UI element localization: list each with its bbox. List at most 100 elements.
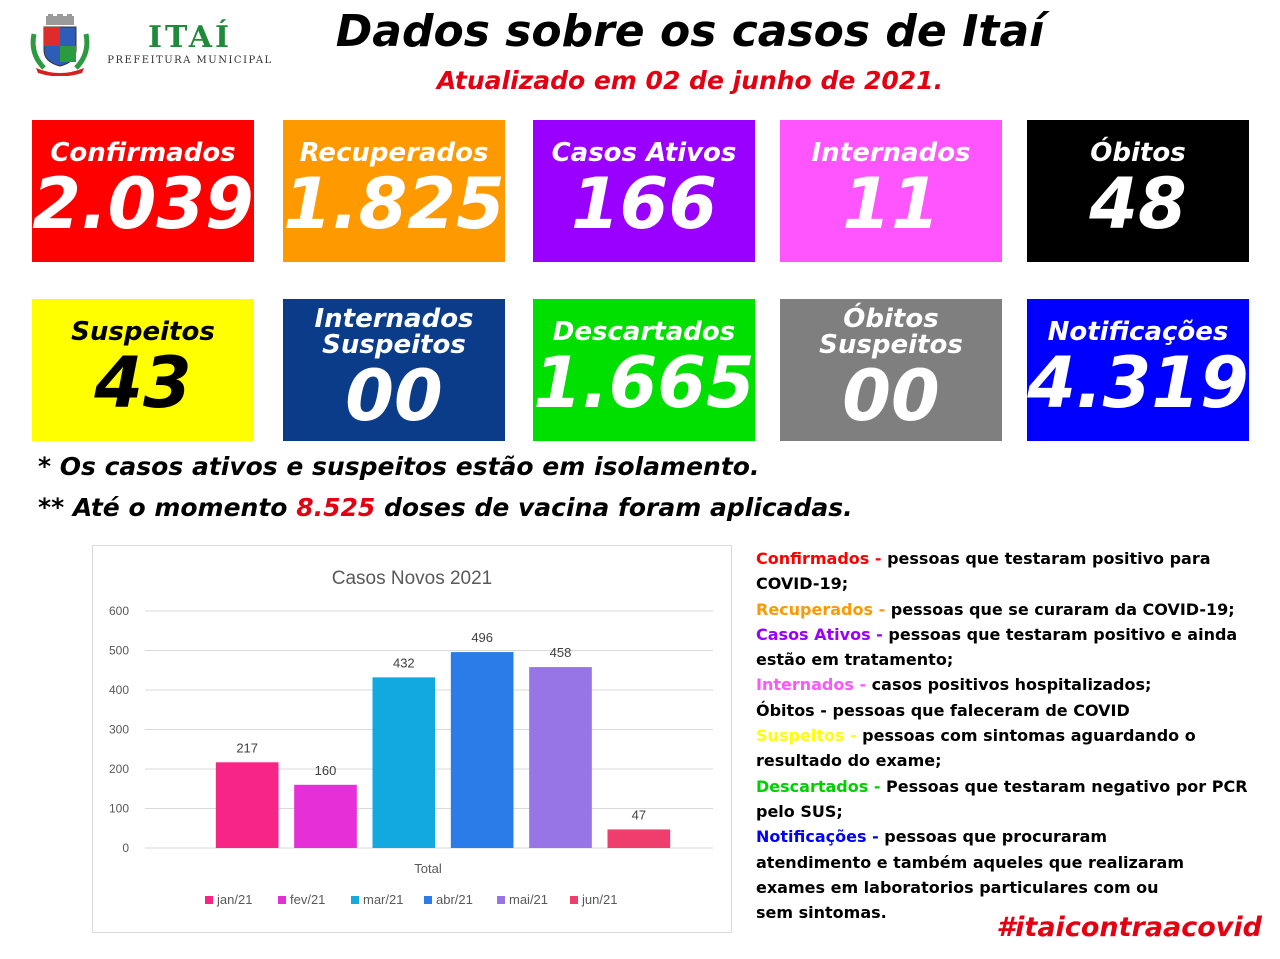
stat-card-9: Notificações 4.319 xyxy=(1027,299,1249,441)
bar-abr/21 xyxy=(450,652,514,848)
definition-text: sem sintomas. xyxy=(756,903,887,923)
definition-term: Suspeitos - xyxy=(756,726,863,746)
definition-text: pessoas que se curaram da COVID-19; xyxy=(890,599,1235,619)
y-tick-label: 200 xyxy=(109,762,129,776)
stat-card-value: 1.665 xyxy=(533,342,755,424)
definition-line: Internados - casos positivos hospitaliza… xyxy=(756,672,1268,697)
stat-card-0: Confirmados 2.039 xyxy=(32,120,254,262)
y-tick-label: 0 xyxy=(122,841,129,855)
definition-line: Casos Ativos - pessoas que testaram posi… xyxy=(756,622,1268,647)
definition-line: Notificações - pessoas que procuraram xyxy=(756,824,1268,849)
stat-card-label: Casos Ativos xyxy=(551,138,737,168)
stat-card-label: Internados xyxy=(811,138,971,168)
definition-line: pelo SUS; xyxy=(756,799,1268,824)
definition-line: resultado do exame; xyxy=(756,748,1268,773)
definition-text: pessoas que testaram positivo e ainda xyxy=(888,624,1238,644)
definition-line: estão em tratamento; xyxy=(756,647,1268,672)
y-tick-label: 400 xyxy=(109,683,129,697)
stat-card-label: Internados Suspeitos xyxy=(314,304,474,360)
definition-text: pessoas que procuraram xyxy=(884,827,1108,847)
stat-card-label: Recuperados xyxy=(299,138,489,168)
definition-term: Recuperados - xyxy=(756,599,891,619)
data-label: 160 xyxy=(315,763,337,778)
data-label: 217 xyxy=(236,740,258,755)
stat-card-6: Internados Suspeitos 00 xyxy=(283,299,505,441)
legend-swatch xyxy=(205,896,213,904)
stat-card-2: Casos Ativos 166 xyxy=(533,120,755,262)
stat-card-value: 2.039 xyxy=(32,163,254,245)
definitions-legend: Confirmados - pessoas que testaram posit… xyxy=(756,546,1268,925)
definition-term: Internados - xyxy=(756,675,872,695)
bar-fev/21 xyxy=(294,784,357,848)
new-cases-chart-svg: Casos Novos 2021 0 100 200 300 400 500 600 217 16… xyxy=(109,568,713,907)
vaccine-note: ** Até o momento 8.525 doses de vacina f… xyxy=(38,493,853,522)
chart-title: Casos Novos 2021 xyxy=(332,568,493,589)
bar-jun/21 xyxy=(607,829,671,848)
definition-term: Óbitos - xyxy=(756,700,833,720)
update-date: Atualizado em 02 de junho de 2021. xyxy=(436,66,944,95)
x-axis-label: Total xyxy=(414,861,442,876)
bar-jan/21 xyxy=(215,762,279,848)
brand-subtitle: PREFEITURA MUNICIPAL xyxy=(107,55,273,66)
definition-text: estão em tratamento; xyxy=(756,650,954,670)
definition-line: COVID-19; xyxy=(756,571,1268,596)
vaccine-doses-count: 8.525 xyxy=(296,493,376,522)
vaccine-note-prefix: ** Até o momento xyxy=(38,493,297,522)
stat-card-label: Notificações xyxy=(1047,317,1229,347)
stat-card-label: Suspeitos xyxy=(71,317,215,347)
definition-text: pessoas que faleceram de COVID xyxy=(832,700,1130,720)
stat-card-label: Óbitos Suspeitos xyxy=(819,304,963,360)
legend-swatch xyxy=(351,896,359,904)
stat-card-7: Descartados 1.665 xyxy=(533,299,755,441)
definition-term: Casos Ativos - xyxy=(756,624,889,644)
definition-line: Recuperados - pessoas que se curaram da … xyxy=(756,597,1268,622)
stat-card-value: 00 xyxy=(842,355,940,437)
stat-card-label: Óbitos xyxy=(1090,138,1186,168)
definition-text: Pessoas que testaram negativo por PCR xyxy=(886,776,1248,796)
municipal-coat-of-arms-logo xyxy=(30,14,90,76)
data-label: 47 xyxy=(632,807,646,822)
definition-text: pelo SUS; xyxy=(756,801,843,821)
data-label: 432 xyxy=(393,655,415,670)
definition-text: casos positivos hospitalizados; xyxy=(871,675,1152,695)
legend-entry: jun/21 xyxy=(581,892,617,907)
stat-card-5: Suspeitos 43 xyxy=(32,299,254,441)
definition-line: Descartados - Pessoas que testaram negat… xyxy=(756,774,1268,799)
definition-text: pessoas com sintomas aguardando o xyxy=(862,726,1196,746)
legend-entry: jan/21 xyxy=(216,892,252,907)
stat-card-value: 166 xyxy=(570,163,718,245)
data-label: 458 xyxy=(550,645,572,660)
y-tick-label: 500 xyxy=(109,644,129,658)
stat-card-8: Óbitos Suspeitos 00 xyxy=(780,299,1002,441)
legend-swatch xyxy=(570,896,578,904)
definition-line: Óbitos - pessoas que faleceram de COVID xyxy=(756,698,1268,723)
definition-line: Confirmados - pessoas que testaram posit… xyxy=(756,546,1268,571)
definition-line: exames em laboratorios particulares com … xyxy=(756,875,1268,900)
bar-mar/21 xyxy=(372,677,436,848)
definition-text: resultado do exame; xyxy=(756,751,942,771)
definition-text: COVID-19; xyxy=(756,574,849,594)
legend-entry: mar/21 xyxy=(363,892,403,907)
stat-card-value: 00 xyxy=(345,355,443,437)
page-title: Dados sobre os casos de Itaí xyxy=(335,6,1045,57)
definition-text: pessoas que testaram positivo para xyxy=(887,549,1211,568)
hashtag: #itaicontraacovid xyxy=(996,912,1262,943)
stat-card-1: Recuperados 1.825 xyxy=(283,120,505,262)
stat-card-value: 1.825 xyxy=(283,163,505,245)
isolation-note: * Os casos ativos e suspeitos estão em i… xyxy=(38,452,760,481)
legend-entry: fev/21 xyxy=(290,892,325,907)
y-tick-label: 300 xyxy=(109,723,129,737)
definition-term: Confirmados - xyxy=(756,549,888,568)
stat-card-value: 4.319 xyxy=(1027,342,1249,424)
new-cases-chart: Casos Novos 2021 0 100 200 300 400 500 600 217 16… xyxy=(92,545,732,933)
definition-text: atendimento e também aqueles que realiza… xyxy=(756,852,1184,872)
definition-text: exames em laboratorios particulares com … xyxy=(756,877,1159,897)
vaccine-note-suffix: doses de vacina foram aplicadas. xyxy=(375,493,853,522)
stat-card-value: 48 xyxy=(1089,163,1187,245)
stat-card-label: Descartados xyxy=(552,317,736,347)
definition-line: sem sintomas. xyxy=(756,900,1268,925)
y-tick-label: 600 xyxy=(109,604,129,618)
stat-card-3: Internados 11 xyxy=(780,120,1002,262)
data-label: 496 xyxy=(471,630,493,645)
definition-term: Notificações - xyxy=(756,827,885,847)
